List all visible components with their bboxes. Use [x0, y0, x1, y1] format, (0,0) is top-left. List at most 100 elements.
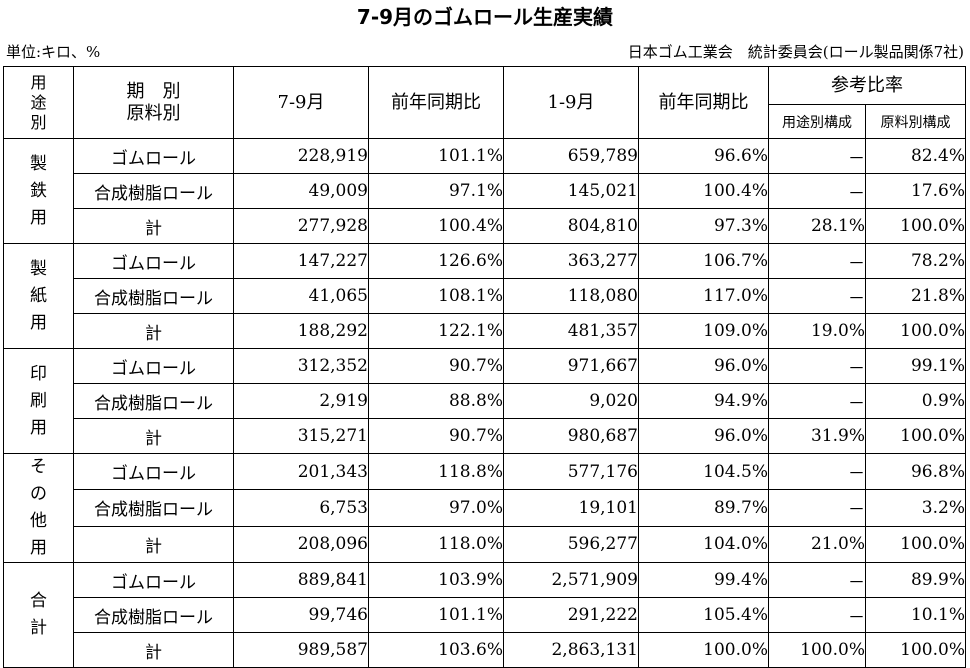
category-cell: 製鉄用 [3, 138, 74, 244]
cell-ref-usage: 21.0% [768, 525, 866, 564]
cell-quarter: 228,919 [233, 138, 369, 174]
cell-ytd: 145,021 [503, 173, 639, 209]
row-label: ゴムロール [73, 138, 234, 174]
header-ytd: 1-9月 [503, 66, 639, 139]
table-row: 合計ゴムロール 889,841 103.9% 2,571,909 99.4% － 89.9% [3, 562, 966, 668]
cell-quarter: 315,271 [233, 418, 369, 454]
category-label: 印刷用 [30, 363, 47, 438]
header-period-material: 期 別 原料別 [73, 66, 234, 139]
cell-ref-material: 89.9% [865, 562, 966, 598]
cell-ref-usage: － [768, 138, 866, 174]
cell-ytd: 9,020 [503, 383, 639, 419]
row-label: ゴムロール [73, 452, 234, 491]
cell-ref-usage: 31.9% [768, 418, 866, 454]
cell-ref-usage: － [768, 348, 866, 384]
cell-quarter: 6,753 [233, 489, 369, 527]
cell-ref-usage: － [768, 562, 866, 598]
cell-ytd: 659,789 [503, 138, 639, 174]
cell-quarter-yoy: 90.7% [368, 418, 504, 454]
row-label: 計 [73, 525, 234, 564]
cell-ytd-yoy: 100.4% [638, 173, 769, 209]
category-cell: 合計 [3, 562, 74, 668]
cell-quarter-yoy: 126.6% [368, 243, 504, 279]
cell-ytd-yoy: 104.5% [638, 452, 769, 491]
cell-ref-usage: 19.0% [768, 313, 866, 349]
table-row: 計 277,928 100.4% 804,810 97.3% 28.1% 100.0% [4, 208, 966, 244]
cell-quarter: 147,227 [233, 243, 369, 279]
row-label: ゴムロール [73, 562, 234, 598]
cell-ref-usage: － [768, 452, 866, 491]
production-table: 用途別 期 別 原料別 7-9月 前年同期比 1-9月 前年同期比 参考比率 用… [3, 66, 966, 668]
category-label: その他用 [30, 457, 47, 558]
cell-ref-material: 21.8% [865, 278, 966, 314]
table-row: 計 208,096 118.0% 596,277 104.0% 21.0% 100.0% [4, 525, 966, 564]
cell-ref-material: 3.2% [865, 489, 966, 527]
cell-ref-material: 99.1% [865, 348, 966, 384]
table-row: その他用 ゴムロール 201,343 118.8% 577,176 104.5% － 96.8… [3, 452, 966, 563]
row-label: 計 [73, 208, 234, 244]
category-cell: その他用 [3, 453, 74, 563]
cell-ref-usage: － [768, 243, 866, 279]
row-label: 計 [73, 632, 234, 668]
cell-quarter: 201,343 [233, 452, 369, 491]
cell-quarter-yoy: 122.1% [368, 313, 504, 349]
cell-ytd-yoy: 99.4% [638, 562, 769, 598]
cell-ytd: 804,810 [503, 208, 639, 244]
cell-quarter-yoy: 97.1% [368, 173, 504, 209]
cell-ref-usage: 100.0% [768, 632, 866, 668]
table-row: 製紙用 ゴムロール 147,227 126.6% 363,277 106.7% － 78.2% [3, 243, 966, 349]
header-quarter-yoy: 前年同期比 [368, 66, 504, 139]
cell-quarter: 312,352 [233, 348, 369, 384]
header-quarter: 7-9月 [233, 66, 369, 139]
cell-quarter-yoy: 103.6% [368, 632, 504, 668]
cell-quarter-yoy: 100.4% [368, 208, 504, 244]
cell-ytd: 2,863,131 [503, 632, 639, 668]
cell-ytd-yoy: 96.0% [638, 348, 769, 384]
cell-ref-usage: － [768, 597, 866, 633]
row-label: 合成樹脂ロール [73, 597, 234, 633]
cell-ytd: 596,277 [503, 525, 639, 564]
cell-ytd: 291,222 [503, 597, 639, 633]
header-ref-material: 原料別構成 [865, 104, 966, 139]
category-cell: 印刷用 [3, 348, 74, 454]
table-row: 計 989,587 103.6% 2,863,131 100.0% 100.0% 100.0… [4, 632, 966, 668]
cell-ytd-yoy: 96.6% [638, 138, 769, 174]
cell-ref-material: 96.8% [865, 452, 966, 491]
cell-quarter-yoy: 97.0% [368, 489, 504, 527]
row-label: 合成樹脂ロール [73, 173, 234, 209]
cell-ytd: 19,101 [503, 489, 639, 527]
cell-ref-material: 100.0% [865, 525, 966, 564]
table-row: 計 188,292 122.1% 481,357 109.0% 19.0% 100.0% [4, 313, 966, 349]
table-row: 印刷用ゴムロール 312,352 90.7% 971,667 96.0% － 99.1% [3, 348, 966, 454]
cell-ref-usage: － [768, 383, 866, 419]
cell-quarter-yoy: 118.8% [368, 452, 504, 491]
table-row: 合成樹脂ロール 99,746 101.1% 291,222 105.4% － 10.1% [4, 597, 966, 633]
cell-quarter: 2,919 [233, 383, 369, 419]
cell-quarter-yoy: 108.1% [368, 278, 504, 314]
category-label: 製紙用 [30, 258, 47, 333]
header-reference: 参考比率 [768, 66, 966, 105]
category-label: 合計 [30, 591, 47, 638]
cell-ytd: 363,277 [503, 243, 639, 279]
cell-quarter-yoy: 101.1% [368, 597, 504, 633]
cell-ref-material: 100.0% [865, 313, 966, 349]
row-label: ゴムロール [73, 348, 234, 384]
header-ref-usage: 用途別構成 [768, 104, 866, 139]
cell-ref-usage: － [768, 489, 866, 527]
cell-ytd-yoy: 104.0% [638, 525, 769, 564]
cell-ref-usage: － [768, 173, 866, 209]
cell-ref-usage: 28.1% [768, 208, 866, 244]
cell-ref-material: 100.0% [865, 632, 966, 668]
cell-quarter-yoy: 118.0% [368, 525, 504, 564]
table-row: 合成樹脂ロール 6,753 97.0% 19,101 89.7% － 3.2% [4, 489, 966, 527]
header-material: 原料別 [126, 102, 181, 124]
header-usage-text: 用途別 [30, 72, 47, 132]
cell-quarter-yoy: 101.1% [368, 138, 504, 174]
cell-ref-material: 17.6% [865, 173, 966, 209]
cell-ref-material: 82.4% [865, 138, 966, 174]
cell-ytd: 980,687 [503, 418, 639, 454]
table-body: 製鉄用ゴムロール 228,919 101.1% 659,789 96.6% － 82.4% 合… [3, 138, 966, 668]
header-period: 期 別 [126, 80, 181, 102]
cell-quarter-yoy: 88.8% [368, 383, 504, 419]
category-cell: 製紙用 [3, 243, 74, 349]
